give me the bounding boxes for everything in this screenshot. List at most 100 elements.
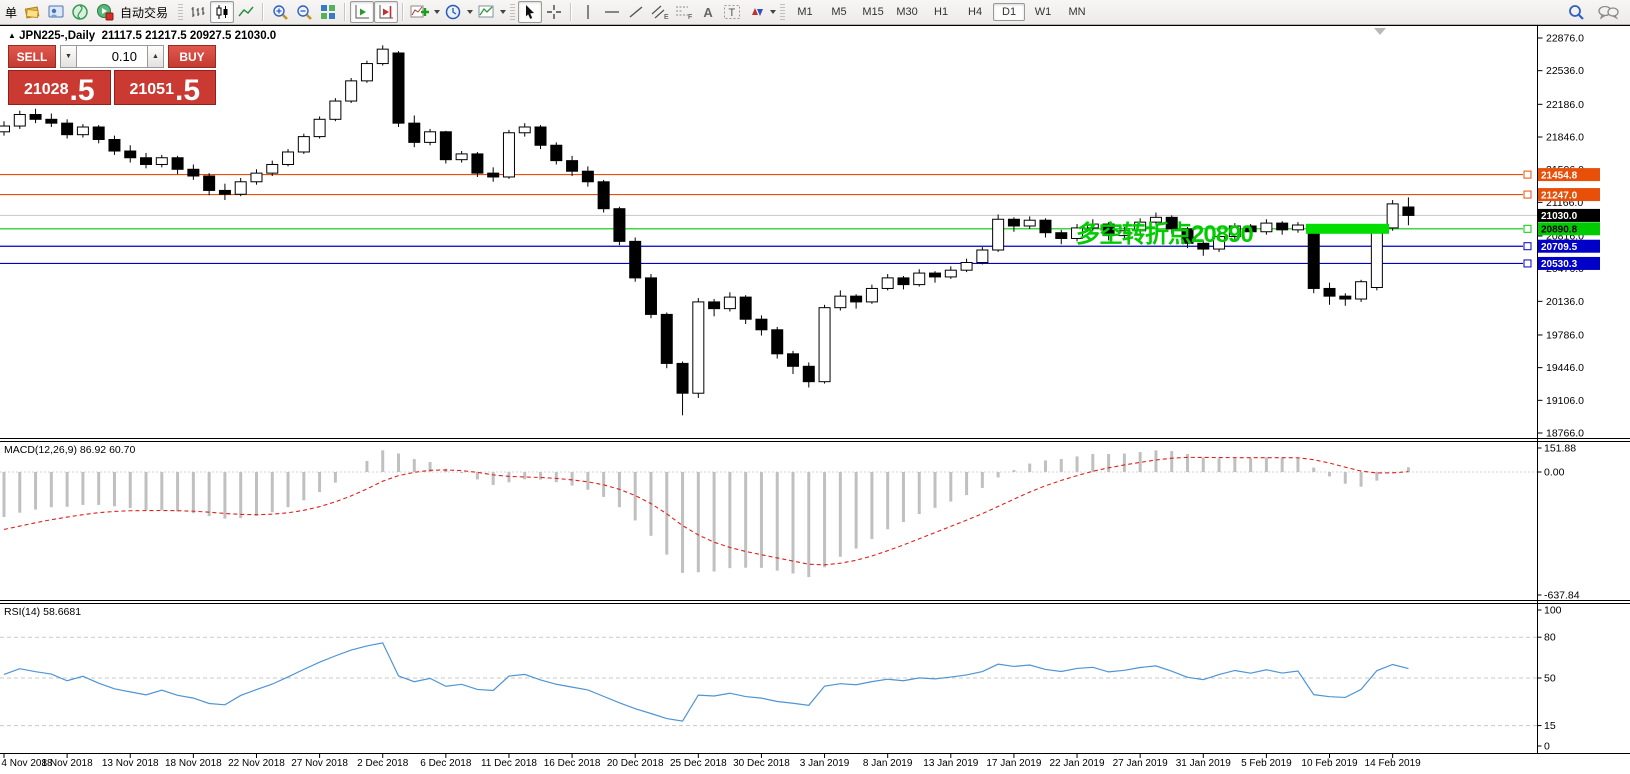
candle-bear[interactable] bbox=[581, 170, 594, 183]
templates-dropdown[interactable] bbox=[498, 2, 507, 22]
auto-scroll-button[interactable] bbox=[350, 1, 375, 23]
timeframe-button-H1[interactable]: H1 bbox=[934, 6, 949, 18]
periods-clock-icon[interactable] bbox=[441, 1, 465, 23]
candle-bear[interactable] bbox=[1102, 223, 1115, 237]
candle-bull[interactable] bbox=[1355, 281, 1368, 300]
candle-bull[interactable] bbox=[266, 163, 279, 174]
order-text[interactable]: 单 bbox=[5, 5, 18, 20]
candle-bull[interactable] bbox=[1386, 203, 1399, 229]
timeframe-button-MN[interactable]: MN bbox=[1068, 6, 1086, 18]
highlight-zone[interactable] bbox=[1306, 223, 1389, 234]
candle-bear[interactable] bbox=[850, 295, 863, 303]
level-endpoint-square[interactable] bbox=[1523, 242, 1532, 251]
candle-bull[interactable] bbox=[76, 126, 89, 136]
candle-bear[interactable] bbox=[203, 175, 216, 191]
candle-bear[interactable] bbox=[1197, 242, 1210, 250]
candle-bear[interactable] bbox=[471, 153, 484, 174]
candle-bull[interactable] bbox=[1071, 227, 1084, 239]
level-endpoint-square[interactable] bbox=[1523, 259, 1532, 268]
candle-bear[interactable] bbox=[408, 122, 421, 143]
candle-bear[interactable] bbox=[171, 157, 184, 170]
chart-annotation-text[interactable]: 多空转折点20890 bbox=[1076, 221, 1254, 248]
candle-bull[interactable] bbox=[376, 48, 389, 65]
zoom-in-icon[interactable] bbox=[268, 1, 292, 23]
candle-bull[interactable] bbox=[881, 277, 894, 289]
candle-bull[interactable] bbox=[234, 181, 247, 195]
chart-shift-button[interactable] bbox=[374, 1, 399, 23]
signals-icon[interactable] bbox=[68, 1, 92, 23]
candle-bull[interactable] bbox=[1260, 222, 1273, 233]
timeframe-button-M30[interactable]: M30 bbox=[896, 6, 918, 18]
templates-icon[interactable] bbox=[474, 1, 498, 23]
channel-tool[interactable]: E bbox=[648, 1, 672, 23]
candle-bull[interactable] bbox=[0, 125, 10, 133]
arrows-dropdown[interactable] bbox=[768, 2, 777, 22]
candle-bull[interactable] bbox=[1086, 223, 1099, 229]
candle-bear[interactable] bbox=[1323, 287, 1336, 297]
candle-bull[interactable] bbox=[1134, 221, 1147, 232]
candle-bear[interactable] bbox=[708, 301, 721, 310]
timeframe-button-H4[interactable]: H4 bbox=[968, 6, 983, 18]
candle-bull[interactable] bbox=[1118, 230, 1131, 237]
candle-bull[interactable] bbox=[250, 172, 263, 183]
chat-icon[interactable] bbox=[1596, 1, 1620, 23]
candle-bear[interactable] bbox=[802, 365, 815, 383]
candle-bull[interactable] bbox=[1023, 219, 1036, 227]
volume-increase-button[interactable]: ▲ bbox=[147, 45, 164, 68]
bar-chart-type-button[interactable] bbox=[186, 1, 210, 23]
market-watch-icon[interactable] bbox=[44, 1, 68, 23]
candle-bull[interactable] bbox=[1149, 216, 1162, 223]
search-icon[interactable] bbox=[1564, 1, 1588, 23]
candle-bull[interactable] bbox=[818, 307, 831, 383]
candle-bull[interactable] bbox=[313, 118, 326, 138]
indicators-dropdown[interactable] bbox=[432, 2, 441, 22]
sell-button[interactable]: SELL bbox=[8, 45, 56, 68]
candle-bull[interactable] bbox=[976, 249, 989, 264]
arrows-tool[interactable] bbox=[744, 1, 768, 23]
candle-bear[interactable] bbox=[629, 240, 642, 279]
candle-bull[interactable] bbox=[455, 153, 468, 161]
periods-dropdown[interactable] bbox=[465, 2, 474, 22]
candle-bull[interactable] bbox=[13, 114, 26, 127]
candle-bull[interactable] bbox=[865, 287, 878, 303]
candle-bull[interactable] bbox=[1370, 227, 1383, 288]
candle-bear[interactable] bbox=[613, 208, 626, 242]
candle-bull[interactable] bbox=[360, 63, 373, 82]
candle-bull[interactable] bbox=[944, 269, 957, 278]
new-order-icon[interactable] bbox=[20, 1, 44, 23]
candle-bull[interactable] bbox=[1291, 224, 1304, 231]
candle-bull[interactable] bbox=[913, 272, 926, 286]
candle-bear[interactable] bbox=[1165, 216, 1178, 230]
candle-bull[interactable] bbox=[723, 296, 736, 310]
candle-bull[interactable] bbox=[834, 295, 847, 309]
vertical-line-tool[interactable] bbox=[576, 1, 600, 23]
candle-bear[interactable] bbox=[787, 353, 799, 367]
candle-bear[interactable] bbox=[108, 138, 121, 152]
timeframe-button-M5[interactable]: M5 bbox=[831, 6, 847, 18]
candle-bull[interactable] bbox=[1213, 236, 1226, 250]
candle-bear[interactable] bbox=[1007, 218, 1020, 227]
candle-bear[interactable] bbox=[92, 126, 105, 140]
candle-bear[interactable] bbox=[1181, 228, 1194, 244]
candle-bear[interactable] bbox=[929, 272, 942, 278]
candle-bear[interactable] bbox=[45, 118, 58, 124]
candle-bear[interactable] bbox=[61, 122, 74, 136]
candle-bull[interactable] bbox=[518, 126, 531, 134]
candle-bear[interactable] bbox=[676, 362, 689, 394]
candle-bull[interactable] bbox=[692, 301, 705, 394]
candle-bear[interactable] bbox=[392, 52, 405, 124]
candle-bear[interactable] bbox=[1339, 295, 1352, 300]
text-label-tool[interactable]: T bbox=[720, 1, 744, 23]
sell-price-display[interactable]: 21028 .5 bbox=[8, 70, 111, 106]
level-endpoint-square[interactable] bbox=[1523, 170, 1532, 179]
candle-bear[interactable] bbox=[660, 313, 673, 364]
fibonacci-tool[interactable]: F bbox=[672, 1, 696, 23]
candle-bear[interactable] bbox=[897, 277, 910, 286]
candle-bear[interactable] bbox=[1402, 206, 1415, 216]
autotrading-button[interactable]: 自动交易 bbox=[92, 1, 175, 23]
candle-bear[interactable] bbox=[597, 181, 610, 210]
timeframe-button-W1[interactable]: W1 bbox=[1034, 6, 1052, 18]
candle-bull[interactable] bbox=[992, 218, 1005, 251]
trendline-tool[interactable] bbox=[624, 1, 648, 23]
